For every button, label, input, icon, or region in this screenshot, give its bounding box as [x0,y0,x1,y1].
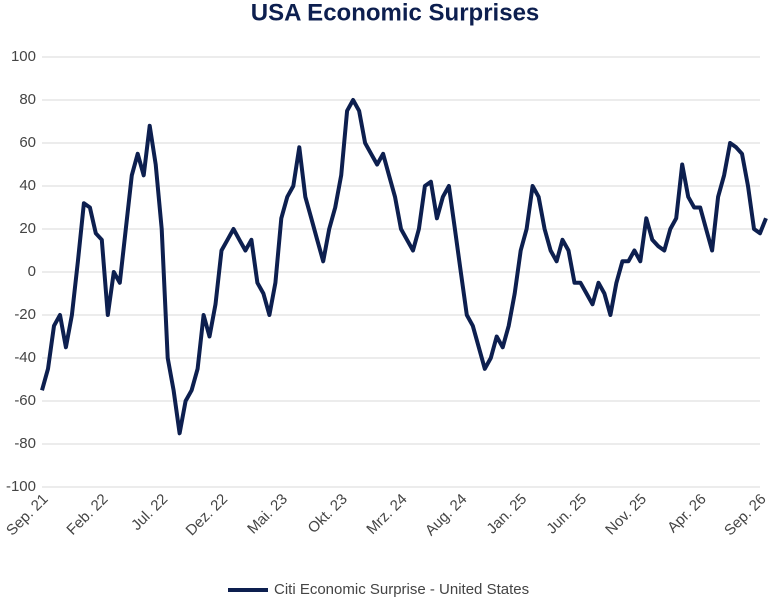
x-tick-label: Jun. 25 [543,491,590,538]
x-tick-label: Mai. 23 [244,491,291,538]
y-tick-label: 100 [11,48,36,65]
series-line [40,98,768,436]
x-tick-label: Mrz. 24 [363,491,410,538]
y-tick-label: -80 [14,435,36,452]
x-tick-label: Feb. 22 [63,491,111,539]
x-tick-label: Okt. 23 [305,491,351,537]
y-tick-label: 20 [19,220,36,237]
legend-label: Citi Economic Surprise - United States [274,581,529,598]
y-tick-label: 40 [19,177,36,194]
x-tick-label: Jan. 25 [483,491,530,538]
x-tick-label: Sep. 26 [721,491,768,540]
y-tick-label: -60 [14,392,36,409]
chart-title: USA Economic Surprises [251,0,540,26]
x-tick-label: Apr. 26 [664,491,710,537]
y-tick-label: 60 [19,134,36,151]
y-tick-label: -40 [14,349,36,366]
y-tick-label: -100 [6,478,36,495]
x-tick-label: Sep. 21 [3,491,52,540]
x-tick-label: Dez. 22 [183,491,232,540]
x-tick-label: Aug. 24 [422,491,471,540]
x-tick-label: Jul. 22 [128,491,171,534]
x-tick-label: Nov. 25 [602,491,650,539]
y-tick-label: 80 [19,91,36,108]
y-tick-label: 0 [28,263,36,280]
y-tick-label: -20 [14,306,36,323]
